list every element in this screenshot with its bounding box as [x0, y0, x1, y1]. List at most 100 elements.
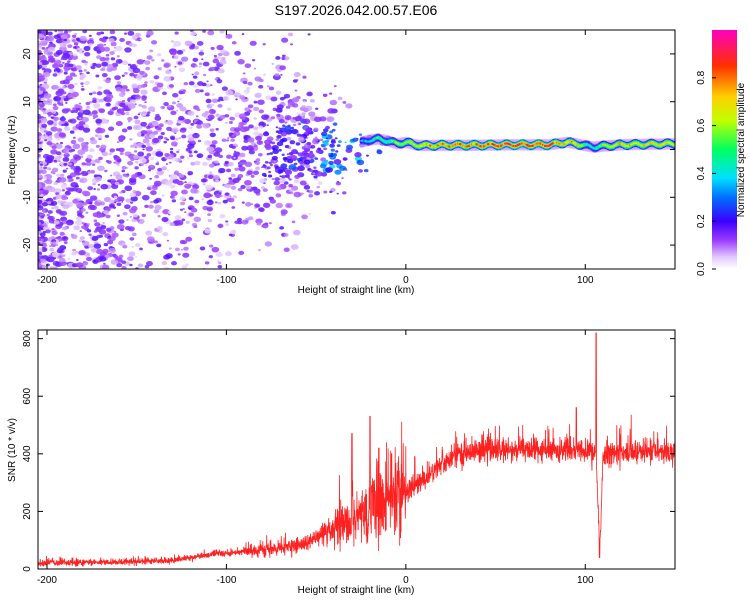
spectrogram-point	[115, 59, 123, 64]
spectrogram-point	[67, 258, 71, 260]
spectrogram-point	[228, 177, 233, 180]
spectrogram-point	[220, 99, 224, 102]
spectrogram-point	[90, 139, 98, 145]
spectrogram-point	[270, 96, 278, 102]
spectrogram-point	[274, 185, 282, 191]
spectrogram-point	[202, 30, 206, 33]
spectrogram-y-tick-label: -10	[22, 190, 33, 205]
spectrogram-point	[132, 67, 141, 74]
spectrogram-point	[313, 175, 318, 179]
spectrogram-point	[161, 194, 165, 197]
spectrogram-point	[185, 220, 190, 224]
spectrogram-point	[98, 156, 103, 161]
spectrogram-point	[225, 33, 233, 39]
spectrogram-point	[174, 247, 180, 252]
spectrogram-point	[293, 179, 300, 184]
spectrogram-point	[319, 163, 327, 169]
spectrogram-point	[104, 134, 110, 138]
spectrogram-point	[345, 144, 354, 150]
spectrogram-point	[275, 193, 282, 198]
spectrogram-point	[169, 174, 178, 180]
spectrogram-point	[89, 202, 93, 205]
spectrogram-point	[171, 141, 178, 147]
spectrogram-point	[166, 119, 174, 125]
spectrogram-point	[182, 89, 186, 92]
spectrogram-y-tick-label: 0	[22, 146, 33, 152]
spectrogram-point	[165, 163, 169, 165]
spectrogram-point	[121, 166, 127, 170]
spectrogram-point	[169, 50, 177, 56]
spectrogram-point	[241, 201, 245, 204]
spectrogram-point	[41, 237, 45, 240]
spectrogram-point	[166, 3, 173, 8]
spectrogram-point	[252, 58, 256, 62]
spectrogram-point	[80, 82, 84, 85]
spectrogram-point	[45, 131, 53, 136]
spectrogram-point	[103, 46, 111, 52]
spectrogram-point	[216, 44, 224, 51]
spectrogram-point	[306, 141, 312, 146]
spectrogram-point	[291, 220, 296, 224]
spectrogram-point	[170, 184, 176, 189]
spectrogram-point	[233, 131, 241, 137]
spectrogram-point	[74, 32, 78, 36]
spectrogram-point	[275, 107, 283, 113]
spectrogram-point	[74, 104, 80, 108]
colorbar-tick-label: 0.6	[696, 118, 707, 132]
spectrogram-point	[63, 263, 66, 265]
spectrogram-point	[281, 153, 285, 156]
spectrogram-point	[207, 30, 215, 36]
spectrogram-point	[104, 57, 110, 61]
spectrogram-point	[250, 203, 254, 205]
spectrogram-point	[272, 147, 276, 151]
spectrogram-point	[85, 211, 89, 214]
spectrogram-point	[284, 174, 290, 178]
spectrogram-point	[79, 117, 82, 120]
spectrogram-point	[43, 93, 52, 99]
spectrogram-point	[65, 108, 71, 112]
spectrogram-point	[39, 147, 43, 150]
spectrogram-point	[213, 174, 220, 180]
spectrogram-point	[40, 242, 47, 247]
spectrogram-point	[201, 198, 204, 201]
spectrogram-point	[80, 142, 88, 148]
spectrogram-point	[99, 98, 105, 103]
spectrogram-point	[145, 66, 151, 71]
spectrogram-point	[326, 116, 335, 122]
spectrogram-y-ticks: -20 -10 0 10 20	[22, 48, 675, 252]
spectrogram-point	[230, 185, 237, 190]
spectrogram-point	[302, 75, 307, 79]
spectrogram-point	[38, 30, 42, 34]
spectrogram-point	[207, 219, 213, 223]
spectrogram-point	[171, 199, 177, 203]
spectrogram-point	[138, 103, 143, 107]
spectrogram-point	[131, 83, 138, 89]
spectrogram-point	[290, 126, 295, 130]
spectrogram-point	[244, 161, 253, 168]
spectrogram-point	[242, 80, 248, 85]
spectrogram-point	[255, 218, 263, 224]
spectrogram-point	[278, 119, 285, 124]
spectrogram-point	[289, 140, 296, 145]
spectrogram-point	[141, 144, 147, 149]
spectrogram-point	[171, 261, 177, 266]
spectrogram-point	[42, 186, 49, 191]
spectrogram-point	[262, 131, 270, 137]
spectrogram-point	[130, 144, 135, 148]
spectrogram-point	[210, 103, 215, 107]
spectrogram-point	[190, 326, 194, 329]
spectrogram-point	[38, 131, 42, 137]
spectrogram-point	[41, 123, 48, 128]
spectrogram-point	[53, 188, 62, 194]
spectrogram-point	[308, 111, 316, 117]
spectrogram-point	[264, 161, 269, 164]
spectrogram-point	[42, 209, 46, 212]
spectrogram-point	[47, 120, 54, 125]
spectrogram-point	[261, 114, 269, 120]
spectrogram-point	[266, 152, 270, 156]
spectrogram-point	[254, 161, 260, 166]
spectrogram-point	[47, 210, 53, 214]
spectrogram-point	[48, 57, 56, 63]
spectrogram-point	[264, 139, 272, 145]
snr-y-label: SNR (10 * v/v)	[7, 418, 18, 482]
